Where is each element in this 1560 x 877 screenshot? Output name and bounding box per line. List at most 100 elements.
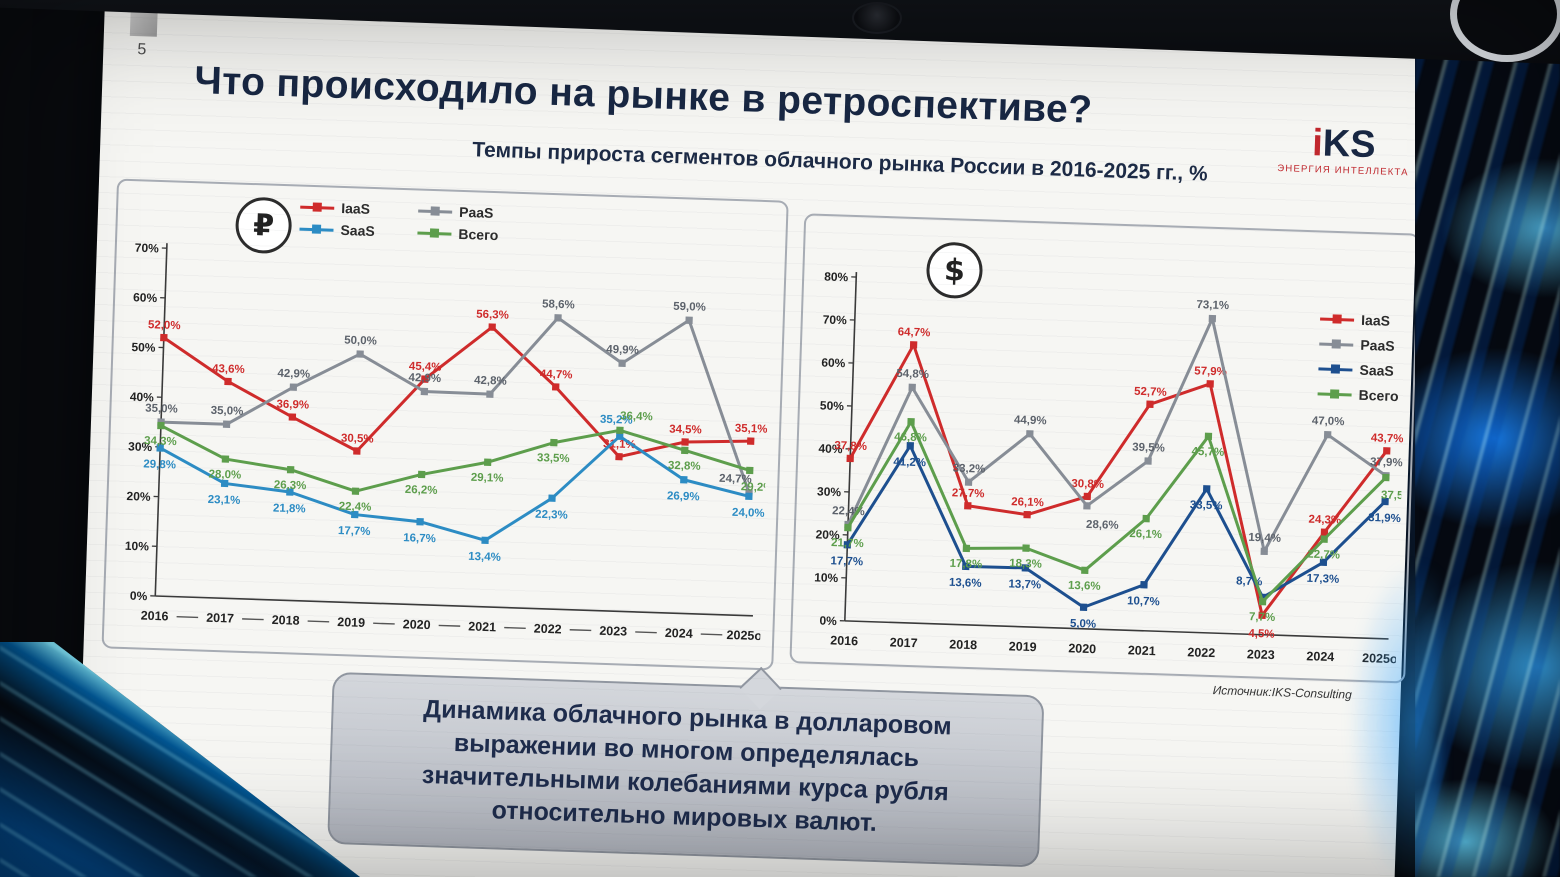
svg-text:64,7%: 64,7% — [898, 326, 931, 339]
svg-text:10%: 10% — [125, 539, 150, 554]
svg-text:50%: 50% — [131, 340, 156, 355]
svg-text:23,1%: 23,1% — [208, 494, 241, 507]
legend-rub: IaaS PaaS SaaS Всего — [299, 199, 536, 245]
saas-swatch — [299, 227, 334, 232]
legend-usd: IaaS PaaS SaaS Всего — [1317, 310, 1401, 404]
svg-text:2025о: 2025о — [726, 628, 762, 643]
svg-text:28,6%: 28,6% — [1086, 519, 1119, 532]
svg-text:18,3%: 18,3% — [1009, 558, 1042, 571]
svg-text:13,6%: 13,6% — [1068, 580, 1101, 593]
legend-label-total: Всего — [458, 225, 499, 244]
logo-text: iKS — [1268, 122, 1419, 166]
svg-text:10%: 10% — [814, 570, 839, 585]
svg-text:20%: 20% — [126, 489, 151, 504]
svg-text:2022: 2022 — [534, 622, 562, 637]
svg-text:7,7%: 7,7% — [1249, 611, 1276, 624]
svg-text:40%: 40% — [818, 441, 843, 456]
svg-text:36,9%: 36,9% — [276, 399, 309, 412]
svg-text:20%: 20% — [815, 527, 840, 542]
svg-text:39,5%: 39,5% — [1132, 442, 1165, 455]
svg-text:42,9%: 42,9% — [277, 368, 310, 381]
svg-text:45,7%: 45,7% — [1191, 446, 1224, 459]
svg-text:2023: 2023 — [1247, 647, 1275, 662]
legend-label-paas: PaaS — [1360, 336, 1395, 354]
svg-text:29,2%: 29,2% — [741, 481, 773, 494]
total-swatch — [417, 230, 452, 236]
ceiling-speaker-icon — [852, 2, 902, 34]
svg-text:2020: 2020 — [1068, 641, 1096, 656]
paas-swatch — [1319, 341, 1354, 347]
svg-text:13,6%: 13,6% — [949, 577, 982, 590]
svg-text:30,5%: 30,5% — [341, 432, 374, 445]
legend-item-iaas: IaaS — [1320, 310, 1401, 329]
svg-text:40%: 40% — [130, 390, 155, 405]
svg-text:47,0%: 47,0% — [1312, 415, 1345, 428]
svg-text:2017: 2017 — [206, 611, 234, 626]
svg-text:41,2%: 41,2% — [893, 456, 926, 469]
svg-text:0%: 0% — [819, 614, 837, 629]
svg-text:35,0%: 35,0% — [145, 403, 178, 416]
total-swatch — [1317, 391, 1352, 397]
slide-subtitle: Темпы прироста сегментов облачного рынка… — [471, 138, 1209, 186]
legend-item-iaas: IaaS — [300, 199, 418, 219]
svg-text:24,0%: 24,0% — [732, 507, 765, 520]
svg-text:13,4%: 13,4% — [468, 551, 501, 564]
svg-text:29,8%: 29,8% — [143, 458, 176, 471]
svg-text:33,5%: 33,5% — [537, 452, 570, 465]
svg-text:26,9%: 26,9% — [667, 490, 700, 503]
svg-text:60%: 60% — [821, 355, 846, 370]
svg-text:10,7%: 10,7% — [1127, 595, 1160, 608]
rub-line-chart: 0% 10% 20% 30% 40% 50% 60% 70% 2016 2017 2018 2019 2… — [125, 241, 773, 644]
svg-text:22,3%: 22,3% — [535, 509, 568, 522]
legend-item-total: Всего — [1317, 385, 1399, 405]
paas-swatch — [418, 209, 453, 214]
svg-text:42,9%: 42,9% — [408, 372, 441, 385]
iaas-swatch — [1320, 316, 1355, 322]
svg-text:37,9%: 37,9% — [1370, 456, 1403, 469]
svg-text:37,5%: 37,5% — [1381, 489, 1409, 502]
iaas-swatch — [300, 205, 335, 210]
svg-text:26,2%: 26,2% — [405, 484, 438, 497]
chart-panel-rub: ₽ IaaS PaaS SaaS Всего 0 — [101, 178, 789, 671]
svg-text:31,9%: 31,9% — [1368, 512, 1401, 525]
svg-text:33,5%: 33,5% — [1190, 499, 1223, 512]
iks-logo: iKS ЭНЕРГИЯ ИНТЕЛЛЕКТА — [1268, 122, 1420, 179]
svg-text:2024: 2024 — [665, 626, 693, 641]
legend-label-total: Всего — [1358, 386, 1399, 405]
presentation-slide: 5 Что происходило на рынке в ретроспекти… — [71, 0, 1423, 877]
svg-text:36,4%: 36,4% — [620, 410, 653, 423]
svg-text:24,7%: 24,7% — [719, 473, 752, 486]
svg-text:59,0%: 59,0% — [673, 301, 706, 314]
svg-text:28,0%: 28,0% — [208, 468, 241, 481]
svg-text:56,3%: 56,3% — [476, 309, 509, 322]
svg-text:2022: 2022 — [1187, 645, 1215, 660]
svg-text:44,9%: 44,9% — [1014, 414, 1047, 427]
legend-label-paas: PaaS — [458, 203, 494, 221]
legend-item-paas: PaaS — [1319, 335, 1400, 354]
svg-text:33,2%: 33,2% — [953, 463, 986, 476]
svg-text:2019: 2019 — [337, 615, 365, 630]
svg-text:46,8%: 46,8% — [894, 431, 927, 444]
saas-swatch — [1318, 366, 1353, 372]
page-number: 5 — [137, 41, 147, 59]
svg-text:2021: 2021 — [468, 619, 496, 634]
slide-title: Что происходило на рынке в ретроспективе… — [193, 59, 1094, 132]
svg-text:26,1%: 26,1% — [1011, 496, 1044, 509]
legend-item-saas: SaaS — [299, 221, 417, 241]
svg-text:35,0%: 35,0% — [211, 405, 244, 418]
legend-item-total: Всего — [417, 224, 535, 244]
legend-item-saas: SaaS — [1318, 360, 1399, 379]
svg-text:32,8%: 32,8% — [668, 460, 701, 473]
svg-text:19,4%: 19,4% — [1248, 532, 1281, 545]
svg-text:2018: 2018 — [949, 637, 977, 652]
legend-item-paas: PaaS — [418, 203, 536, 223]
svg-text:21,8%: 21,8% — [273, 502, 306, 515]
svg-text:0%: 0% — [130, 589, 148, 604]
svg-text:54,8%: 54,8% — [896, 368, 929, 381]
svg-text:30%: 30% — [128, 439, 153, 454]
svg-text:50,0%: 50,0% — [344, 335, 377, 348]
svg-text:5,0%: 5,0% — [1070, 618, 1097, 631]
callout-bubble: Динамика облачного рынка в долларовом вы… — [327, 666, 1045, 868]
svg-text:30%: 30% — [817, 484, 842, 499]
